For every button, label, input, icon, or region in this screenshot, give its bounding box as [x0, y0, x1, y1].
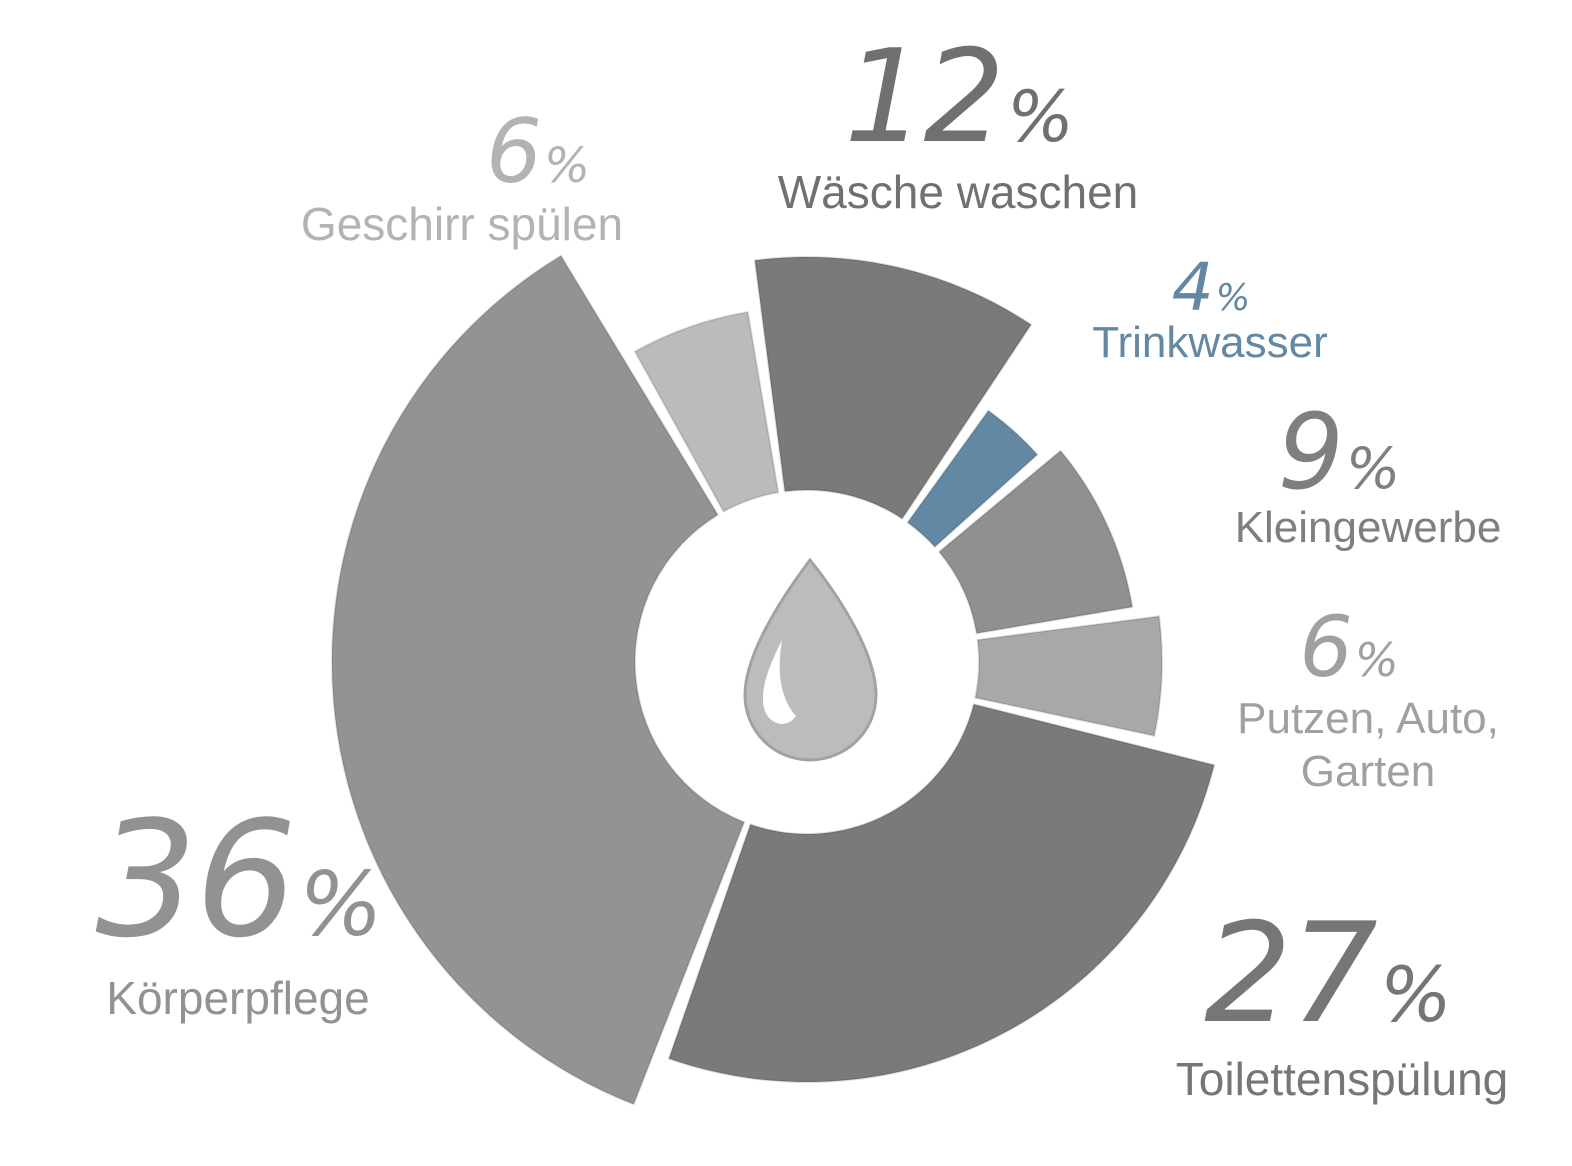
slice-toilettenspuelung	[667, 702, 1216, 1083]
slice-putzen-auto-garten	[974, 615, 1163, 737]
pct-toilettenspuelung: 27	[1204, 893, 1378, 1054]
label-putzen-auto-garten: 6% Putzen, Auto, Garten	[1198, 605, 1538, 799]
name-putzen: Putzen, Auto, Garten	[1237, 694, 1499, 796]
slice-geschirr-spuelen	[633, 310, 780, 513]
slice-waesche-waschen	[753, 256, 1033, 521]
label-geschirr-spuelen: 6% Geschirr spülen	[272, 108, 652, 250]
pct-putzen: 6	[1299, 598, 1352, 696]
water-drop-icon	[743, 557, 878, 762]
percent-sign: %	[1379, 951, 1452, 1039]
pie-slices	[331, 254, 1216, 1106]
percent-sign: %	[1006, 76, 1074, 158]
slice-koerperpflege	[331, 254, 746, 1106]
pct-koerperpflege: 36	[95, 786, 297, 973]
label-toilettenspuelung: 27% Toilettenspülung	[1132, 905, 1552, 1105]
percent-sign: %	[1215, 276, 1250, 319]
percent-sign: %	[1354, 633, 1399, 687]
name-koerperpflege: Körperpflege	[106, 972, 370, 1024]
name-geschirr-spuelen: Geschirr spülen	[300, 198, 624, 250]
slice-trinkwasser	[906, 409, 1039, 549]
name-trinkwasser: Trinkwasser	[1092, 318, 1328, 367]
pct-kleingewerbe: 9	[1277, 391, 1344, 513]
name-toilettenspuelung: Toilettenspülung	[1175, 1053, 1509, 1105]
label-trinkwasser: 4% Trinkwasser	[1060, 255, 1360, 367]
percent-sign: %	[1345, 436, 1400, 502]
name-kleingewerbe: Kleingewerbe	[1234, 503, 1502, 552]
pct-waesche-waschen: 12	[844, 23, 1005, 172]
label-waesche-waschen: 12% Wäsche waschen	[748, 34, 1168, 218]
name-waesche-waschen: Wäsche waschen	[777, 166, 1139, 218]
pct-geschirr: 6	[486, 100, 542, 203]
slice-kleingewerbe	[937, 449, 1134, 635]
pct-trinkwasser: 4	[1171, 249, 1214, 326]
percent-sign: %	[298, 853, 383, 956]
label-koerperpflege: 36% Körperpflege	[28, 800, 448, 1024]
percent-sign: %	[544, 138, 590, 194]
label-kleingewerbe: 9% Kleingewerbe	[1198, 400, 1538, 552]
